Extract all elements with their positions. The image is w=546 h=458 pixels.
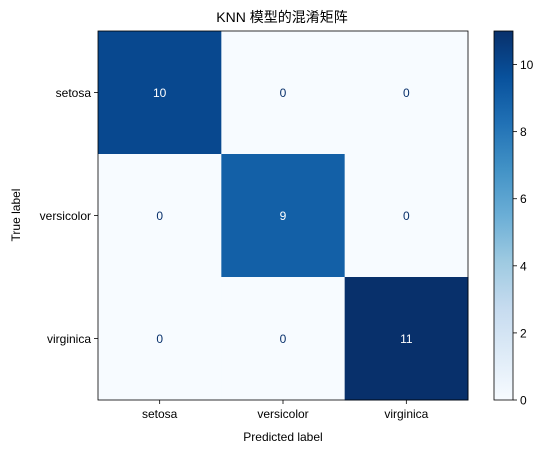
x-tick-label: setosa	[142, 407, 178, 421]
y-tick-label: virginica	[47, 332, 91, 346]
y-tick-label: setosa	[56, 86, 92, 100]
cell-value-label: 9	[280, 209, 287, 223]
heatmap-cell	[221, 154, 346, 278]
x-tick-label: versicolor	[257, 407, 308, 421]
cell-value-label: 0	[156, 332, 163, 346]
x-tick-label: virginica	[384, 407, 428, 421]
heatmap-cell	[344, 31, 469, 155]
colorbar	[493, 30, 514, 401]
cell-value-label: 0	[280, 86, 287, 100]
colorbar-tick-label: 0	[520, 394, 527, 408]
y-tick-label: versicolor	[40, 209, 91, 223]
x-axis-ticks: setosa versicolor virginica	[142, 400, 429, 421]
heatmap-cell	[221, 277, 346, 401]
y-axis-ticks: setosa versicolor virginica	[40, 86, 98, 346]
heatmap-cell	[221, 31, 346, 155]
cell-value-label: 0	[403, 86, 410, 100]
y-axis-label: True label	[9, 189, 23, 242]
colorbar-ticks: 0 2 4 6 8 10	[513, 58, 534, 408]
x-axis-label: Predicted label	[243, 430, 322, 444]
heatmap-cell	[98, 154, 222, 278]
heatmap-cell	[344, 154, 469, 278]
colorbar-tick-label: 2	[520, 326, 527, 340]
chart-title: KNN 模型的混淆矩阵	[216, 9, 347, 25]
cell-value-label: 11	[400, 332, 413, 346]
heatmap-cell	[98, 277, 222, 401]
heatmap-cell	[344, 277, 469, 401]
colorbar-tick-label: 10	[520, 58, 534, 72]
cell-value-labels: 10 0 0 0 9 0 0 0 11	[153, 86, 413, 346]
cell-value-label: 0	[156, 209, 163, 223]
colorbar-tick-label: 6	[520, 192, 527, 206]
cell-value-label: 0	[280, 332, 287, 346]
heatmap-cell	[98, 31, 222, 155]
colorbar-tick-label: 4	[520, 259, 527, 273]
colorbar-tick-label: 8	[520, 125, 527, 139]
heatmap-cells	[98, 31, 469, 401]
cell-value-label: 0	[403, 209, 410, 223]
cell-value-label: 10	[153, 86, 167, 100]
